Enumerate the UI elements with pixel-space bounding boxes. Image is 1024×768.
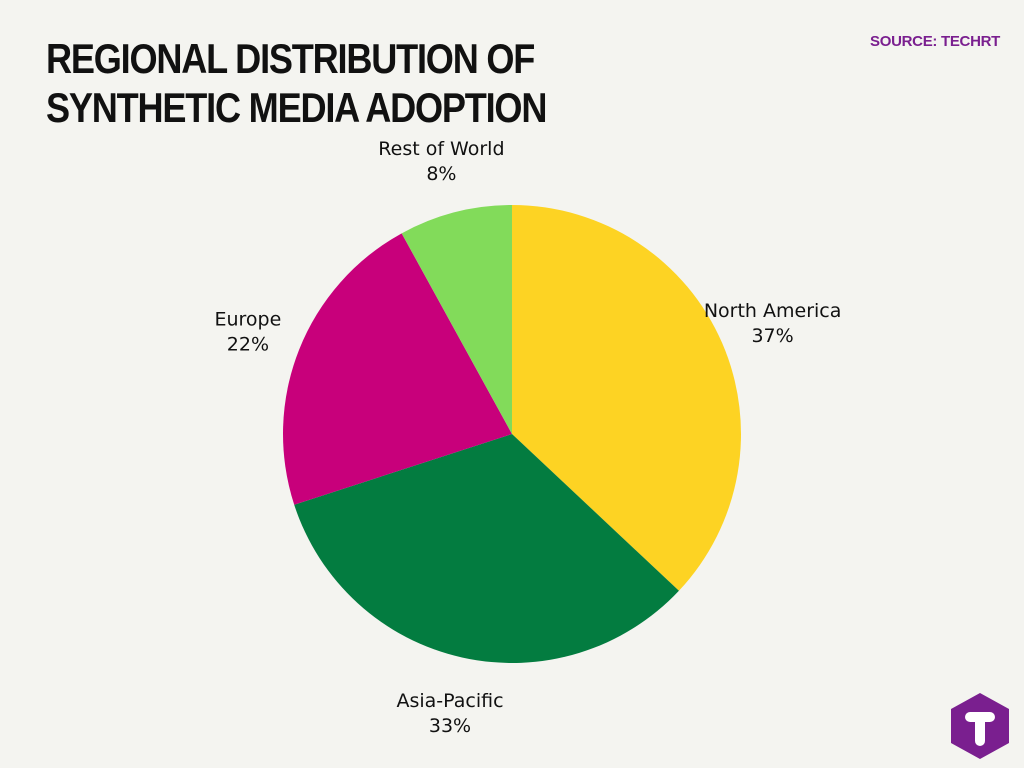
slice-label-rest-of-world: Rest of World 8% — [378, 138, 504, 185]
slice-category-label: Asia-Pacific — [396, 690, 503, 712]
slice-category-label: North America — [704, 300, 842, 322]
slice-value-label: 22% — [227, 334, 269, 356]
pie-slice-north-america — [512, 205, 741, 591]
techrt-logo-icon — [951, 693, 1009, 759]
chart-title: REGIONAL DISTRIBUTION OF SYNTHETIC MEDIA… — [46, 35, 547, 131]
slice-value-label: 37% — [751, 325, 793, 347]
slice-label-north-america: North America 37% — [704, 300, 842, 347]
pie-slice-rest-of-world — [401, 205, 512, 434]
slice-category-label: Rest of World — [378, 138, 504, 160]
pie-slice-asia-pacific — [294, 434, 679, 663]
source-label: SOURCE: TECHRT — [870, 33, 1000, 50]
slice-value-label: 33% — [429, 715, 471, 737]
slice-value-label: 8% — [426, 163, 456, 185]
slice-category-label: Europe — [214, 309, 281, 331]
pie-slice-europe — [283, 233, 512, 505]
slice-label-europe: Europe 22% — [214, 309, 281, 356]
pie-slices — [283, 205, 741, 663]
pie-labels: North America 37% Asia-Pacific 33% Europe 22%… — [214, 138, 841, 737]
slice-label-asia-pacific: Asia-Pacific 33% — [396, 690, 503, 737]
